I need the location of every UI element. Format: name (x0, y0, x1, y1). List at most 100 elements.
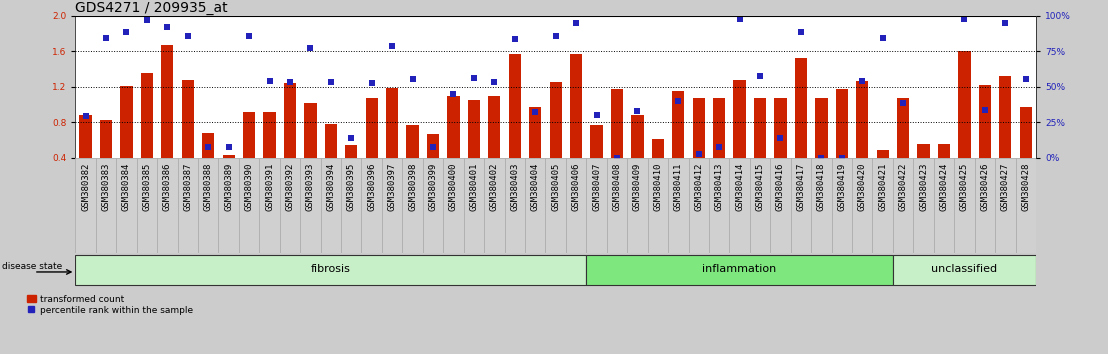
Bar (463, 158, 484, 253)
Point (281, 79, 299, 85)
Text: GSM380391: GSM380391 (265, 162, 274, 211)
Text: GSM380403: GSM380403 (511, 162, 520, 211)
Bar (791, 158, 811, 253)
Point (853, 78, 871, 83)
Bar (75, 255, 586, 285)
Bar (243, 112, 255, 158)
Bar (218, 158, 239, 253)
Bar (116, 158, 136, 253)
Point (526, 109, 544, 114)
Point (465, 75, 483, 81)
Bar (161, 45, 174, 158)
Point (76, 113, 94, 119)
Bar (897, 98, 910, 158)
Point (710, 144, 728, 150)
Bar (177, 158, 198, 253)
Text: GSM380413: GSM380413 (715, 162, 724, 211)
Bar (136, 158, 157, 253)
Point (731, 17, 749, 22)
Text: GSM380398: GSM380398 (408, 162, 417, 211)
Bar (259, 158, 279, 253)
Point (98, 35, 115, 41)
Point (649, 183, 667, 189)
Text: GSM380393: GSM380393 (306, 162, 315, 211)
Bar (774, 98, 787, 158)
Point (608, 155, 626, 160)
Text: GSM380401: GSM380401 (470, 162, 479, 211)
Point (240, 33, 258, 39)
Point (955, 17, 973, 22)
Point (322, 79, 340, 85)
Bar (530, 107, 542, 158)
Bar (856, 81, 869, 158)
Bar (591, 125, 603, 158)
Bar (423, 158, 443, 253)
Bar (668, 158, 688, 253)
Bar (489, 96, 501, 158)
Bar (525, 158, 545, 253)
Bar (402, 158, 423, 253)
Text: GSM380395: GSM380395 (347, 162, 356, 211)
Bar (545, 158, 566, 253)
Bar (835, 89, 848, 158)
Bar (852, 158, 872, 253)
Text: GSM380424: GSM380424 (940, 162, 948, 211)
Point (506, 36, 524, 42)
Bar (443, 158, 463, 253)
Text: GSM380405: GSM380405 (551, 162, 561, 211)
Point (996, 20, 1014, 26)
Bar (999, 76, 1012, 158)
Text: GSM380426: GSM380426 (981, 162, 989, 211)
Point (342, 135, 360, 141)
Point (792, 29, 810, 35)
Point (833, 155, 851, 160)
Bar (325, 124, 337, 158)
Bar (141, 73, 153, 158)
Bar (361, 158, 382, 253)
Point (199, 144, 217, 150)
Text: GSM380387: GSM380387 (183, 162, 193, 211)
Text: GSM380423: GSM380423 (919, 162, 929, 211)
Text: GSM380390: GSM380390 (245, 162, 254, 211)
Point (935, 177, 953, 182)
Text: GSM380389: GSM380389 (224, 162, 233, 211)
Text: GDS4271 / 209935_at: GDS4271 / 209935_at (75, 1, 228, 15)
Point (567, 20, 585, 26)
Text: GSM380427: GSM380427 (1001, 162, 1009, 211)
Bar (341, 158, 361, 253)
Bar (100, 120, 112, 158)
Text: GSM380399: GSM380399 (429, 162, 438, 211)
Bar (729, 158, 750, 253)
Bar (75, 158, 95, 253)
Point (219, 144, 237, 150)
Point (260, 78, 278, 83)
Bar (223, 155, 235, 158)
Text: GSM380415: GSM380415 (756, 162, 765, 211)
Bar (872, 158, 893, 253)
Text: GSM380406: GSM380406 (572, 162, 581, 211)
Bar (182, 80, 194, 158)
Text: inflammation: inflammation (702, 264, 777, 274)
Bar (648, 158, 668, 253)
Text: GSM380404: GSM380404 (531, 162, 540, 211)
Text: GSM380385: GSM380385 (143, 162, 152, 211)
Text: GSM380397: GSM380397 (388, 162, 397, 211)
Bar (913, 158, 934, 253)
Text: GSM380411: GSM380411 (674, 162, 683, 211)
Bar (954, 158, 975, 253)
Bar (688, 158, 709, 253)
Bar (586, 158, 607, 253)
Bar (284, 83, 296, 158)
Text: GSM380422: GSM380422 (899, 162, 907, 211)
Point (424, 144, 442, 150)
Point (976, 107, 994, 113)
Bar (386, 88, 398, 158)
Bar (300, 158, 320, 253)
Bar (632, 115, 644, 158)
Point (444, 91, 462, 97)
Text: GSM380396: GSM380396 (367, 162, 377, 211)
Bar (239, 158, 259, 253)
Text: GSM380428: GSM380428 (1022, 162, 1030, 211)
Text: GSM380417: GSM380417 (797, 162, 806, 211)
Point (690, 151, 708, 157)
